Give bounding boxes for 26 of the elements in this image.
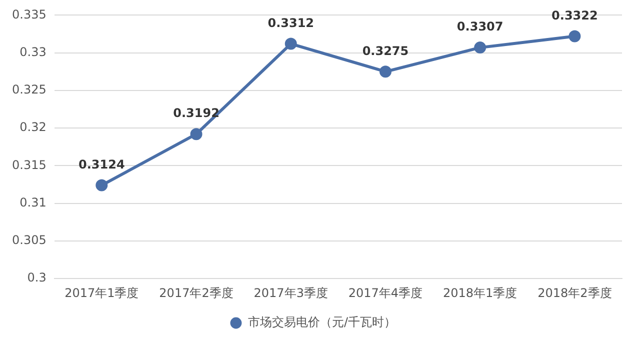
y-tick-label: 0.335 bbox=[12, 7, 46, 22]
x-tick-label: 2018年1季度 bbox=[442, 286, 518, 300]
y-tick-label: 0.325 bbox=[12, 82, 46, 97]
data-label: 0.3312 bbox=[268, 16, 314, 30]
y-tick-label: 0.3 bbox=[27, 270, 46, 285]
point bbox=[190, 128, 202, 140]
point bbox=[96, 179, 108, 192]
x-tick-label: 2017年4季度 bbox=[348, 286, 423, 300]
x-tick-label: 2017年3季度 bbox=[254, 286, 328, 300]
point bbox=[474, 42, 486, 54]
y-tick-label: 0.32 bbox=[20, 120, 46, 134]
y-tick-label: 0.31 bbox=[20, 195, 46, 210]
data-label: 0.3322 bbox=[552, 8, 598, 22]
y-tick-label: 0.33 bbox=[20, 44, 46, 59]
data-label: 0.3124 bbox=[78, 157, 125, 172]
point bbox=[284, 38, 297, 50]
x-tick-label: 2017年1季度 bbox=[64, 286, 139, 300]
point bbox=[568, 30, 581, 42]
data-label: 0.3275 bbox=[362, 44, 409, 58]
legend-label: 市场交易电价（元/千瓦时） bbox=[248, 315, 396, 330]
point bbox=[379, 66, 392, 78]
x-tick-label: 2017年2季度 bbox=[159, 286, 234, 300]
y-tick-label: 0.305 bbox=[12, 233, 46, 248]
x-tick-label: 2018年2季度 bbox=[538, 286, 612, 300]
y-tick-label: 0.315 bbox=[12, 158, 46, 172]
data-label: 0.3307 bbox=[456, 20, 504, 34]
